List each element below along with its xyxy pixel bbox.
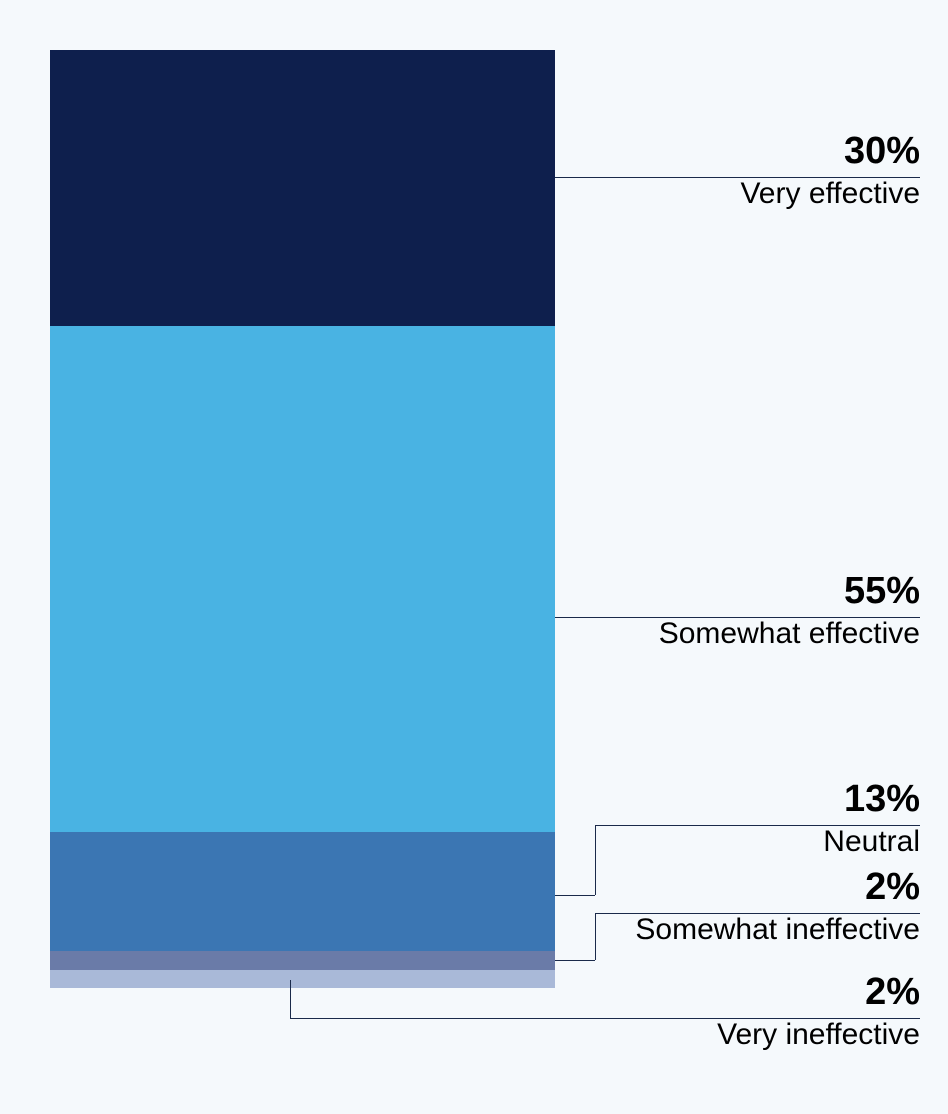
chart-pct-label: 55% bbox=[355, 570, 920, 613]
chart-category-label: Somewhat ineffective bbox=[355, 913, 920, 947]
bar-segment bbox=[50, 951, 555, 969]
chart-pct-label: 2% bbox=[355, 866, 920, 909]
chart-pct-label: 2% bbox=[355, 971, 920, 1014]
chart-label-group: 30% Very effective bbox=[355, 130, 920, 211]
leader-line bbox=[290, 980, 291, 1018]
stacked-bar-chart: 30% Very effective 55% Somewhat effective 13… bbox=[0, 0, 948, 1114]
chart-pct-label: 13% bbox=[355, 778, 920, 821]
chart-label-group: 2% Somewhat ineffective bbox=[355, 866, 920, 947]
chart-label-group: 55% Somewhat effective bbox=[355, 570, 920, 651]
chart-category-label: Very ineffective bbox=[355, 1018, 920, 1052]
chart-category-label: Somewhat effective bbox=[355, 617, 920, 651]
chart-label-group: 13% Neutral bbox=[355, 778, 920, 859]
chart-label-group: 2% Very ineffective bbox=[355, 971, 920, 1052]
chart-category-label: Very effective bbox=[355, 177, 920, 211]
chart-pct-label: 30% bbox=[355, 130, 920, 173]
chart-category-label: Neutral bbox=[355, 825, 920, 859]
leader-line bbox=[555, 960, 595, 961]
